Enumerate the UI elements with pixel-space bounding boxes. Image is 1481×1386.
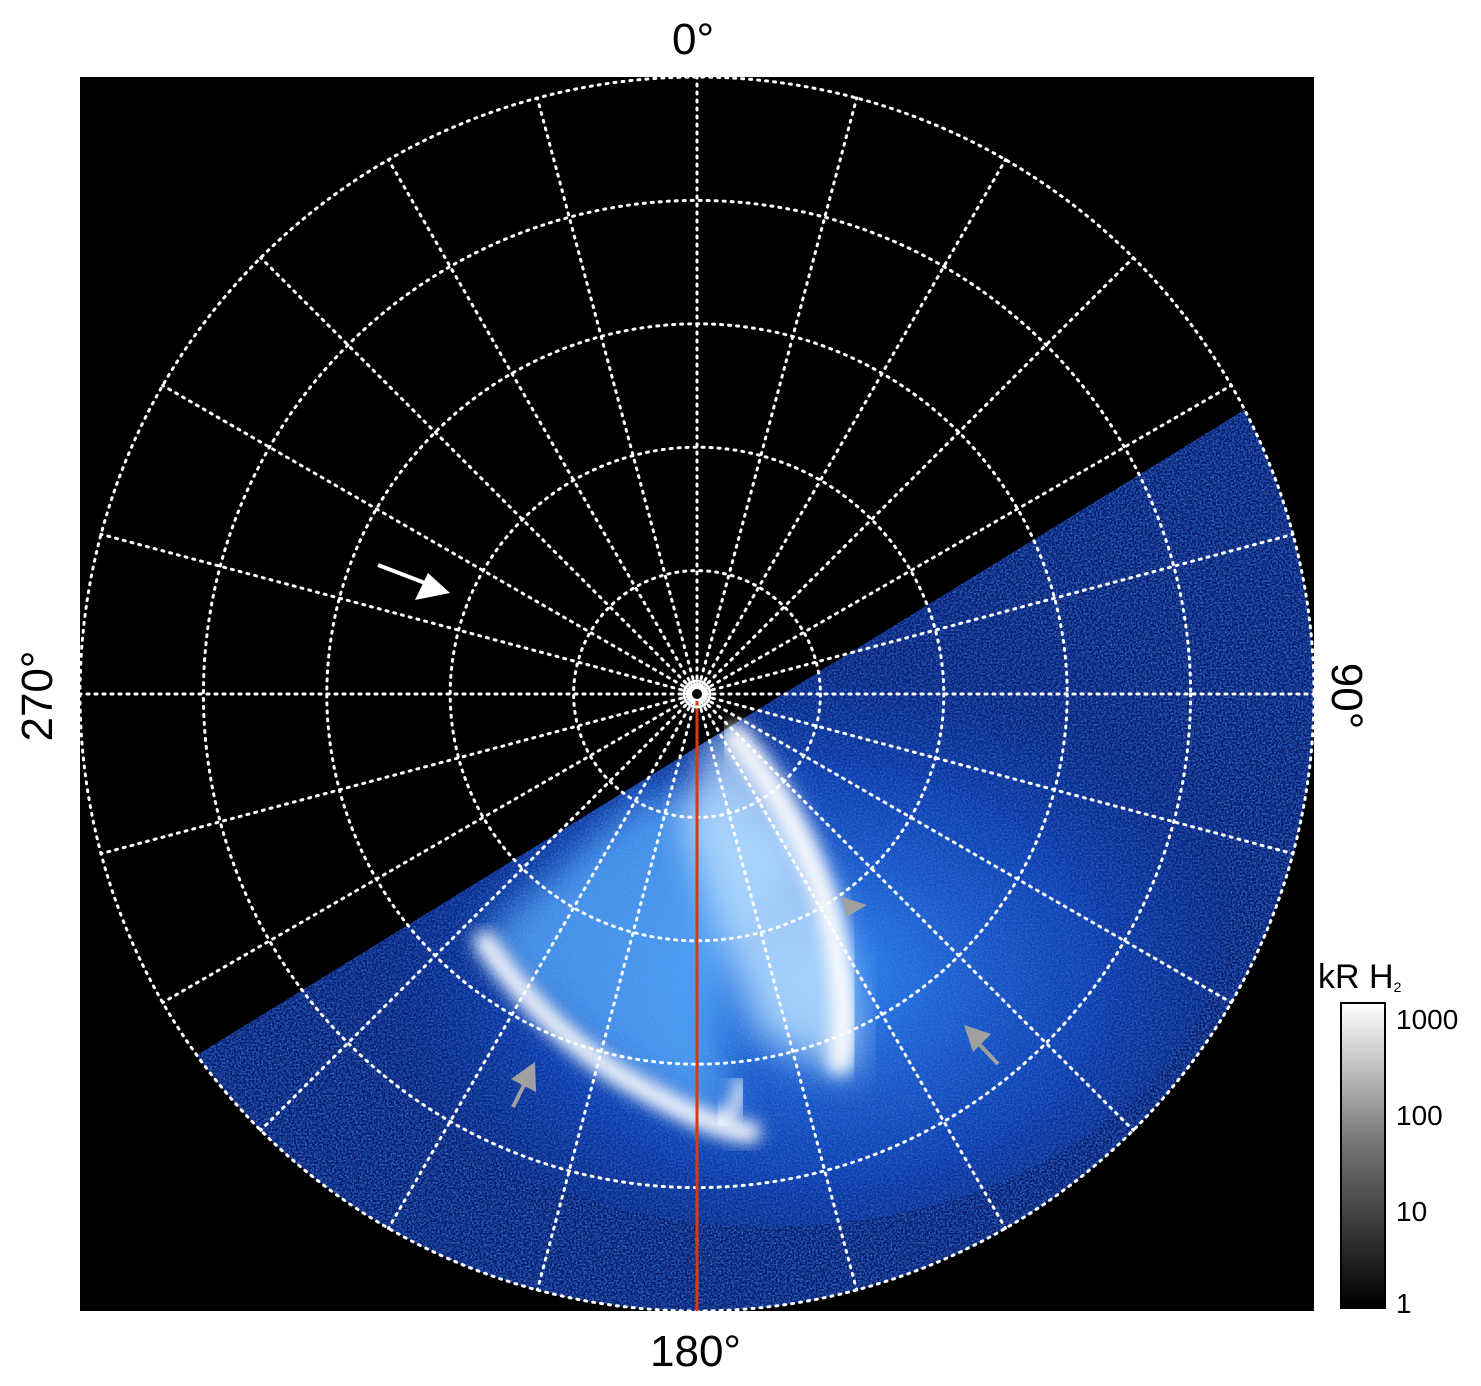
longitude-label-right: 90° (1322, 662, 1371, 730)
arrow-grey-middle (842, 897, 867, 917)
longitude-line (535, 96, 699, 696)
longitude-line (695, 532, 1295, 696)
longitude-line (387, 158, 699, 696)
colorbar-tick: 10 (1396, 1196, 1428, 1227)
colorbar-tick: 1000 (1396, 1004, 1459, 1035)
arrow-white (377, 563, 450, 600)
longitude-line (695, 158, 1007, 696)
longitude-line (259, 692, 699, 1132)
longitude-label-bottom: 180° (650, 1327, 742, 1376)
colorbar-tick: 100 (1396, 1100, 1443, 1131)
longitude-label-left: 270° (13, 650, 62, 742)
longitude-line (695, 692, 1007, 1230)
longitude-line (695, 692, 1233, 1004)
longitude-label-top: 0° (672, 15, 715, 64)
arrow-grey-right (964, 1025, 1000, 1066)
arrow-grey-left (511, 1062, 536, 1108)
longitude-line (695, 692, 1295, 856)
polar-plot-svg (80, 77, 1314, 1311)
colorbar (1340, 1002, 1386, 1309)
longitude-line (387, 692, 699, 1230)
footprint-hook (713, 1075, 748, 1129)
longitude-line (695, 256, 1135, 696)
colorbar-tick: 1 (1396, 1288, 1412, 1319)
longitude-line (535, 692, 699, 1292)
pole-marker (682, 679, 712, 709)
longitude-line (99, 532, 699, 696)
longitude-line (695, 692, 859, 1292)
longitude-line (161, 692, 699, 1004)
longitude-line (695, 384, 1233, 696)
colorbar-title: kR H2 (1318, 958, 1401, 997)
longitude-line (259, 256, 699, 696)
longitude-line (99, 692, 699, 856)
longitude-line (695, 96, 859, 696)
longitude-line (695, 692, 1135, 1132)
colorbar-title-main: kR H (1318, 958, 1394, 996)
colorbar-title-subscript: 2 (1393, 979, 1402, 995)
inner-auroral-arc (722, 724, 857, 1075)
polar-auroral-image (80, 77, 1314, 1311)
longitude-line (161, 384, 699, 696)
